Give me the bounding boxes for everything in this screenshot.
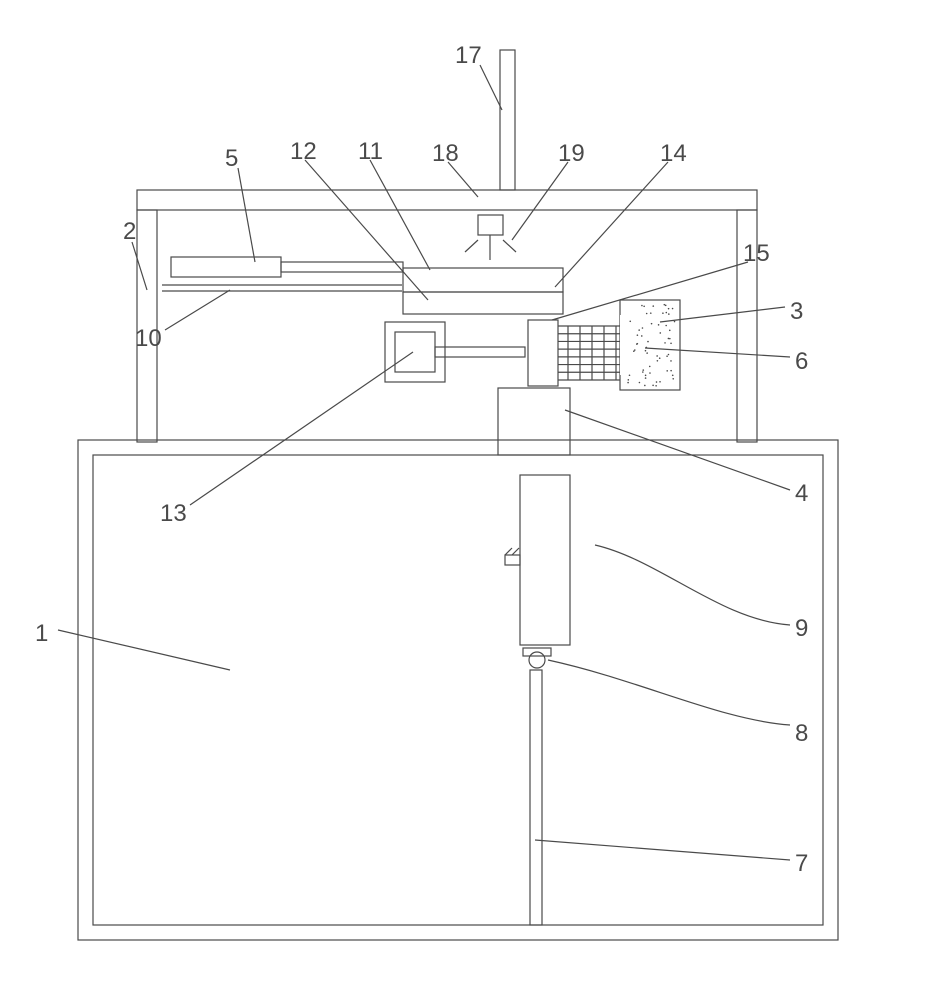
part-label-3: 3 [790,298,803,326]
part-label-2: 2 [123,218,136,246]
part-label-12: 12 [290,138,317,166]
part-label-7: 7 [795,850,808,878]
part-label-17: 17 [455,42,482,70]
part-label-10: 10 [135,325,162,353]
part-label-19: 19 [558,140,585,168]
part-label-5: 5 [225,145,238,173]
part-label-8: 8 [795,720,808,748]
part-label-4: 4 [795,480,808,508]
part-label-14: 14 [660,140,687,168]
part-label-1: 1 [35,620,48,648]
part-label-18: 18 [432,140,459,168]
part-label-15: 15 [743,240,770,268]
part-label-13: 13 [160,500,187,528]
part-label-6: 6 [795,348,808,376]
part-label-11: 11 [358,138,383,166]
part-label-9: 9 [795,615,808,643]
